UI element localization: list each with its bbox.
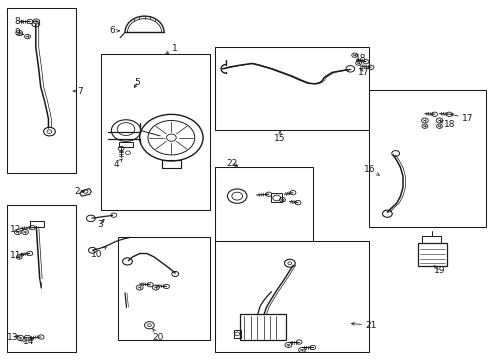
Text: 22: 22 xyxy=(226,159,238,168)
Bar xyxy=(368,90,485,226)
Bar xyxy=(119,142,133,147)
Bar xyxy=(215,167,312,241)
Text: 12: 12 xyxy=(10,225,24,234)
Text: 14: 14 xyxy=(23,337,35,346)
Text: 5: 5 xyxy=(134,78,140,88)
Bar xyxy=(215,241,368,352)
Bar xyxy=(118,237,210,339)
Text: 8: 8 xyxy=(14,17,24,26)
Text: 20: 20 xyxy=(152,329,163,342)
Text: 7: 7 xyxy=(73,86,83,95)
Text: 3: 3 xyxy=(97,219,104,229)
Text: 11: 11 xyxy=(10,251,24,260)
Bar xyxy=(215,47,368,130)
Bar xyxy=(422,236,440,243)
Text: 9: 9 xyxy=(14,28,24,37)
Text: 16: 16 xyxy=(364,165,379,175)
Text: 18: 18 xyxy=(439,120,454,129)
Text: 13: 13 xyxy=(7,333,19,342)
Text: 2: 2 xyxy=(74,187,84,196)
Bar xyxy=(7,205,76,352)
Bar xyxy=(7,8,76,173)
Text: 1: 1 xyxy=(165,44,178,54)
Bar xyxy=(417,243,446,266)
Bar xyxy=(271,193,282,202)
Bar xyxy=(233,330,240,338)
Text: 10: 10 xyxy=(90,247,106,259)
Text: 4: 4 xyxy=(114,159,122,169)
Circle shape xyxy=(166,134,176,141)
Bar xyxy=(101,54,210,211)
Bar xyxy=(239,315,285,339)
Text: 15: 15 xyxy=(274,131,285,143)
Text: 18: 18 xyxy=(354,54,366,63)
Text: 17: 17 xyxy=(358,68,369,77)
Text: 19: 19 xyxy=(433,266,445,275)
Text: 6: 6 xyxy=(109,26,119,35)
Text: 21: 21 xyxy=(351,321,376,330)
Bar xyxy=(30,221,43,226)
Text: 17: 17 xyxy=(449,113,472,123)
Bar xyxy=(161,160,181,168)
